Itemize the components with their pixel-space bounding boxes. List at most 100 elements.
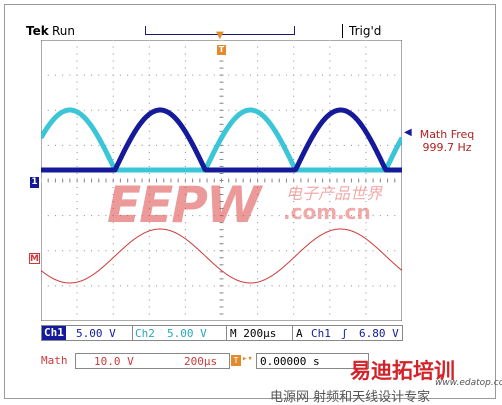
graticule-dot: [148, 215, 150, 217]
graticule-dot: [228, 109, 230, 111]
graticule-dot: [394, 215, 396, 217]
graticule-dot: [141, 250, 143, 252]
graticule-dot: [329, 292, 331, 294]
graticule-dot: [350, 74, 352, 76]
graticule-dot: [365, 123, 367, 125]
graticule-dot: [148, 109, 150, 111]
graticule-dot: [54, 285, 56, 287]
graticule-dot: [379, 109, 381, 111]
graticule-dot: [148, 313, 150, 315]
graticule-dot: [105, 285, 107, 287]
graticule-dot: [41, 74, 42, 76]
scope-header: Tek Run Trig'd: [0, 0, 502, 40]
graticule-dot: [112, 53, 114, 55]
graticule-dot: [358, 109, 360, 111]
graticule-dot: [127, 250, 129, 252]
ch2-label: Ch2: [135, 327, 155, 340]
graticule-dot: [148, 165, 150, 167]
graticule-dot: [112, 236, 114, 238]
graticule-dot: [47, 215, 49, 217]
graticule-dot: [69, 285, 71, 287]
math-scale-box[interactable]: 10.0 V 200µs: [75, 353, 230, 369]
ch2-scale-box[interactable]: Ch2 5.00 V: [132, 325, 227, 341]
graticule-dot: [264, 250, 266, 252]
waveform-display: [41, 40, 402, 321]
graticule-dot: [293, 74, 295, 76]
graticule-dot: [394, 285, 396, 287]
graticule-dot: [112, 81, 114, 83]
trigger-box[interactable]: A Ch1 ʃ 6.80 V: [292, 325, 403, 341]
graticule-dot: [365, 215, 367, 217]
trigger-time-marker[interactable]: T: [217, 45, 226, 55]
trigger-level-arrow-icon[interactable]: ◀: [404, 127, 412, 138]
graticule-dot: [141, 74, 143, 76]
graticule-dot: [329, 271, 331, 273]
graticule-dot: [184, 40, 186, 41]
graticule-dot: [271, 74, 273, 76]
graticule-dot: [184, 116, 186, 118]
graticule-dot: [127, 74, 129, 76]
graticule-dot: [285, 144, 287, 146]
graticule-dot: [271, 109, 273, 111]
graticule-dot: [98, 285, 100, 287]
math-scale: 10.0 V: [94, 355, 134, 368]
graticule-dot: [76, 151, 78, 153]
graticule-dot: [365, 194, 367, 196]
math-ground-marker[interactable]: M: [29, 253, 40, 264]
graticule-dot: [156, 285, 158, 287]
graticule-dot: [148, 130, 150, 132]
trigger-offset-box[interactable]: 0.00000 s: [256, 353, 369, 369]
graticule-dot: [119, 144, 121, 146]
graticule-dot: [112, 88, 114, 90]
ch1-scale-box[interactable]: Ch1 5.00 V: [41, 325, 133, 341]
graticule-dot: [148, 306, 150, 308]
graticule-dot: [163, 74, 165, 76]
graticule-dot: [293, 299, 295, 301]
graticule-dot: [41, 215, 42, 217]
graticule-dot: [76, 116, 78, 118]
graticule-dot: [329, 137, 331, 139]
run-status[interactable]: Run: [52, 24, 76, 38]
graticule-dot: [329, 109, 331, 111]
graticule-dot: [206, 250, 208, 252]
graticule-dot: [112, 250, 114, 252]
graticule-dot: [76, 292, 78, 294]
graticule-dot: [228, 215, 230, 217]
graticule-dot: [91, 285, 93, 287]
graticule-dot: [365, 53, 367, 55]
graticule-dot: [177, 285, 179, 287]
graticule-dot: [170, 144, 172, 146]
ch1-ground-marker[interactable]: 1: [30, 177, 39, 188]
graticule-dot: [257, 222, 259, 224]
graticule-dot: [184, 144, 186, 146]
graticule-dot: [213, 285, 215, 287]
graticule-dot: [257, 88, 259, 90]
graticule-dot: [112, 194, 114, 196]
graticule-dot: [257, 201, 259, 203]
graticule-dot: [76, 130, 78, 132]
graticule-dot: [54, 144, 56, 146]
graticule-dot: [257, 158, 259, 160]
graticule-dot: [76, 81, 78, 83]
graticule-dot: [387, 144, 389, 146]
graticule-dot: [278, 215, 280, 217]
graticule-dot: [76, 137, 78, 139]
graticule-dot: [365, 264, 367, 266]
graticule-dot: [148, 95, 150, 97]
graticule-dot: [257, 53, 259, 55]
graticule-dot: [112, 74, 114, 76]
graticule-dot: [379, 285, 381, 287]
graticule-dot: [98, 109, 100, 111]
graticule-dot: [257, 40, 259, 41]
graticule-dot: [329, 60, 331, 62]
graticule-dot: [379, 74, 381, 76]
timebase-box[interactable]: M 200µs: [226, 325, 293, 341]
graticule-dot: [112, 243, 114, 245]
graticule-dot: [285, 109, 287, 111]
edatop-logo: 易迪拓培训: [350, 359, 455, 383]
graticule-dot: [372, 250, 374, 252]
trigger-position-marker[interactable]: ▼: [216, 30, 224, 41]
graticule-dot: [365, 109, 367, 111]
graticule-dot: [112, 144, 114, 146]
graticule-dot: [192, 109, 194, 111]
